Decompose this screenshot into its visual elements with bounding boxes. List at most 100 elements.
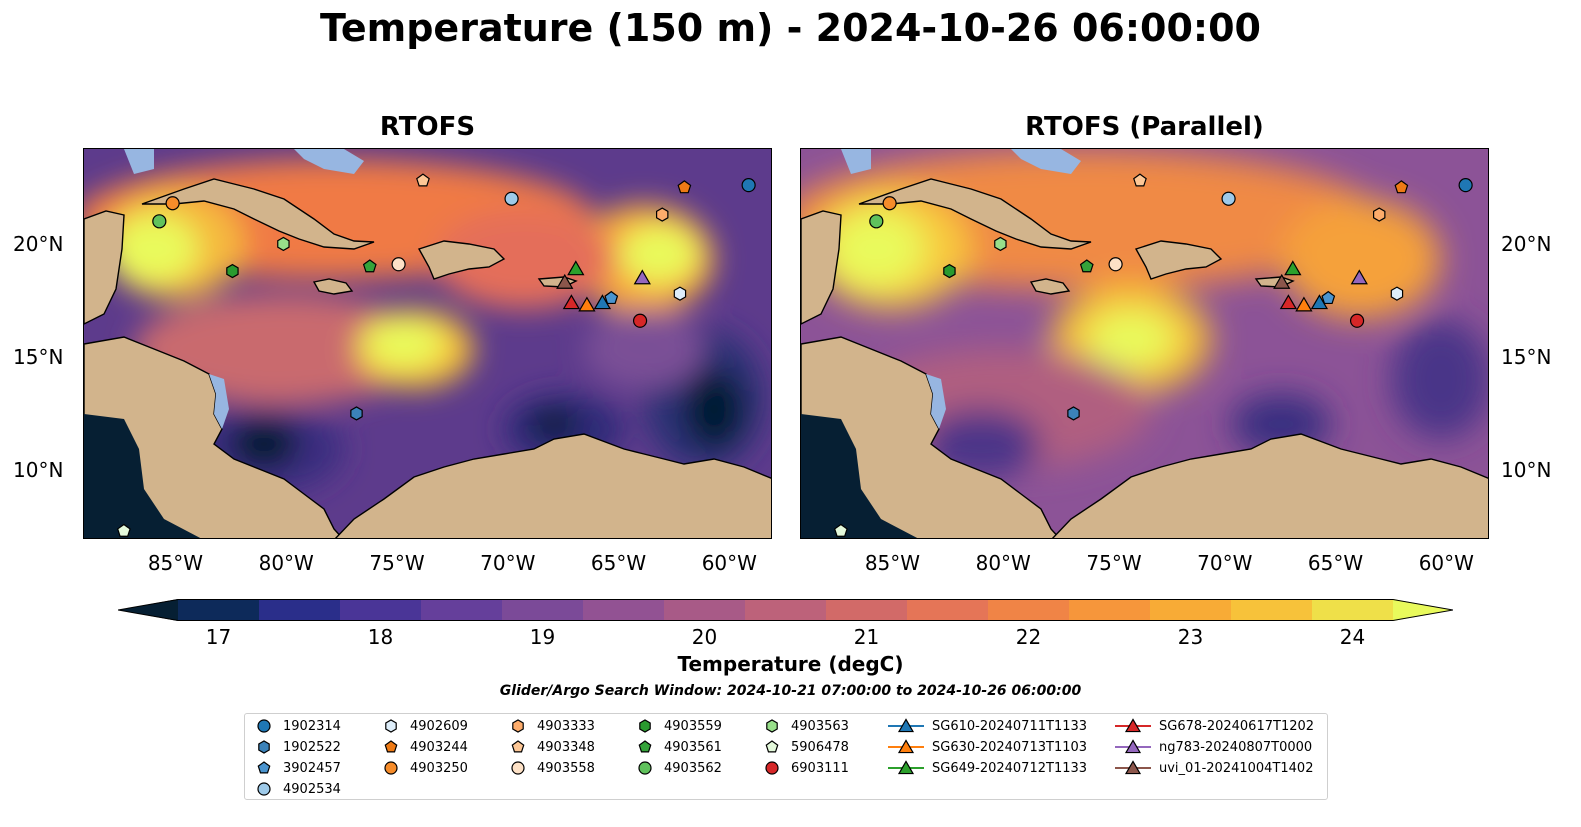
colorbar-bin [1231, 599, 1313, 621]
obs-marker-5906478 [116, 523, 131, 537]
legend-item: 4902609 [380, 717, 468, 735]
lon-tick-label: 85°W [147, 551, 204, 575]
legend-marker [257, 782, 271, 796]
legend-item: 4903562 [634, 759, 722, 777]
colorbar-bin [259, 599, 341, 621]
obs-marker-SG630-20240713T1103 [578, 296, 596, 312]
legend-marker [1124, 760, 1142, 775]
obs-marker-4903333 [655, 207, 669, 222]
lat-tick-label: 15°N [13, 345, 64, 370]
legend-symbol-triangle-icon [888, 760, 924, 775]
map-canvas-rtofs-parallel [801, 149, 1488, 538]
lon-tick-label: 80°W [975, 551, 1031, 575]
legend-label: 3902457 [283, 760, 341, 776]
colorbar-tick-label: 19 [529, 625, 556, 649]
legend-marker [765, 740, 779, 753]
legend-item: uvi_01-20241004T1402 [1115, 759, 1313, 777]
legend-label: 4903348 [537, 739, 595, 755]
legend-label: SG630-20240713T1103 [932, 739, 1088, 755]
lat-tick-label: 20°N [1501, 232, 1552, 257]
obs-marker-3902457 [604, 290, 619, 305]
legend-symbol-triangle-icon [888, 718, 924, 733]
legend-item: 4903250 [380, 759, 468, 777]
legend: 1902314 1902522 3902457 4902534 4902609 49032… [244, 713, 1328, 800]
legend-symbol-circle-icon [638, 761, 652, 775]
legend-symbol-circle-icon [384, 761, 398, 775]
figure-title: Temperature (150 m) - 2024-10-26 06:00:0… [319, 6, 1261, 50]
obs-marker-4902534 [504, 191, 519, 206]
obs-marker-6903111 [1349, 313, 1365, 328]
obs-marker-4903563 [994, 236, 1007, 252]
obs-marker-1902314 [1458, 178, 1473, 193]
legend-symbol-circle-icon [765, 761, 779, 775]
legend-marker [897, 718, 915, 733]
obs-marker-uvi_01-20241004T1402 [556, 273, 574, 289]
legend-label: 4903563 [791, 718, 849, 734]
obs-marker-4903244 [677, 180, 692, 194]
obs-marker-4903348 [416, 173, 430, 187]
legend-label: ng783-20240807T0000 [1159, 739, 1313, 755]
colorbar-bin [421, 599, 503, 621]
legend-marker [638, 740, 652, 753]
legend-symbol-triangle-icon [1115, 718, 1151, 733]
colorbar-tick-label: 22 [1015, 625, 1042, 649]
legend-label: 4903561 [664, 739, 722, 755]
map-panel-rtofs-parallel[interactable] [800, 148, 1489, 539]
panel-title-rtofs: RTOFS [379, 112, 476, 142]
legend-marker [897, 739, 915, 754]
legend-label: SG649-20240712T1133 [932, 760, 1088, 776]
legend-item: 1902522 [253, 738, 341, 756]
obs-marker-4903561 [1079, 259, 1094, 273]
lat-tick-label: 15°N [1501, 345, 1552, 370]
obs-marker-1902522 [1067, 406, 1080, 421]
legend-label: 1902314 [283, 718, 341, 734]
obs-marker-ng783-20240807T0000 [633, 269, 651, 285]
legend-symbol-hexagon-icon [258, 740, 270, 754]
legend-marker [765, 761, 779, 775]
legend-item: SG610-20240711T1133 [888, 717, 1087, 735]
legend-marker [257, 761, 271, 774]
legend-symbol-triangle-icon [1115, 760, 1151, 775]
map-canvas-rtofs [84, 149, 771, 538]
lon-tick-label: 70°W [480, 551, 536, 575]
lon-tick-label: 75°W [1086, 551, 1142, 575]
legend-label: 5906478 [791, 739, 849, 755]
legend-marker [639, 719, 651, 733]
legend-label: 4903559 [664, 718, 722, 734]
legend-item: ng783-20240807T0000 [1115, 738, 1312, 756]
legend-item: 4903333 [507, 717, 595, 735]
observation-markers [833, 173, 1473, 537]
legend-item: 6903111 [761, 759, 849, 777]
colorbar-bin [583, 599, 665, 621]
obs-marker-1902314 [741, 178, 756, 193]
legend-label: 4903333 [537, 718, 595, 734]
colorbar-max-extend [1393, 599, 1453, 621]
obs-marker-4903250 [165, 196, 180, 211]
obs-marker-SG678-20240617T1202 [1279, 294, 1298, 310]
legend-marker [1124, 718, 1142, 733]
obs-marker-1902522 [350, 406, 363, 421]
legend-item: 4903244 [380, 738, 468, 756]
map-panel-rtofs[interactable] [83, 148, 772, 539]
colorbar-bin [745, 599, 827, 621]
obs-marker-SG630-20240713T1103 [1295, 296, 1313, 312]
obs-marker-4903558 [391, 257, 406, 272]
legend-label: uvi_01-20241004T1402 [1159, 760, 1314, 776]
obs-marker-4903561 [362, 259, 377, 273]
obs-marker-5906478 [833, 523, 848, 537]
legend-symbol-hexagon-icon [639, 719, 651, 733]
observation-markers [116, 173, 756, 537]
lon-tick-label: 85°W [864, 551, 921, 575]
legend-label: 4902534 [283, 781, 341, 797]
legend-symbol-hexagon-icon [512, 719, 524, 733]
obs-marker-4903250 [882, 196, 897, 211]
obs-marker-4903562 [152, 214, 167, 229]
legend-item: 4903561 [634, 738, 722, 756]
legend-marker [384, 740, 398, 753]
legend-item: 4903348 [507, 738, 595, 756]
legend-item: 4903559 [634, 717, 722, 735]
lon-tick-label: 65°W [590, 551, 647, 575]
colorbar-bin [826, 599, 908, 621]
obs-marker-4903559 [226, 263, 239, 279]
shallow-shelf [84, 149, 364, 538]
